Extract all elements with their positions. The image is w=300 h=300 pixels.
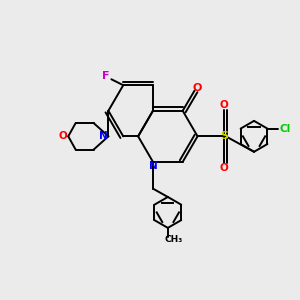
Text: O: O xyxy=(193,82,202,93)
Text: O: O xyxy=(220,163,229,172)
Text: O: O xyxy=(220,100,229,110)
Text: O: O xyxy=(58,131,67,141)
Text: N: N xyxy=(148,161,157,171)
Text: CH₃: CH₃ xyxy=(165,235,183,244)
Text: F: F xyxy=(102,71,109,81)
Text: Cl: Cl xyxy=(280,124,291,134)
Text: N: N xyxy=(99,131,107,141)
Text: S: S xyxy=(220,131,228,141)
